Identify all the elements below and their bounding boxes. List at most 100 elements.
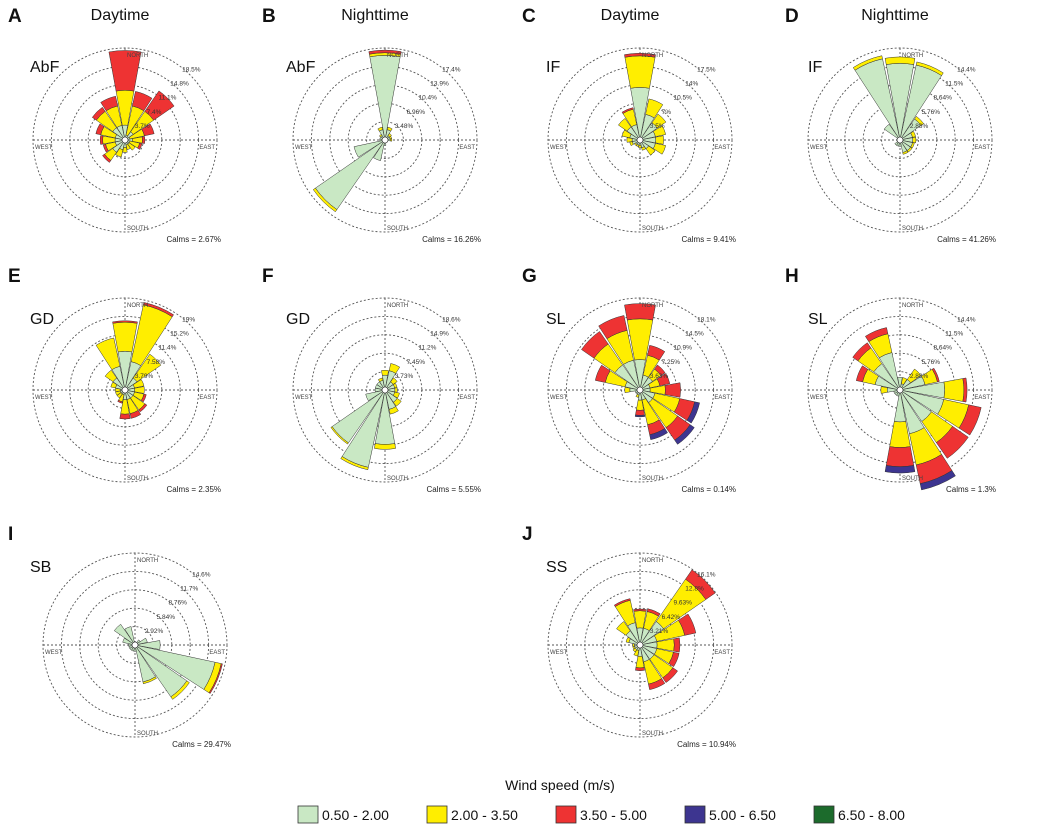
ring-label: 7% [662, 109, 672, 116]
column-header-1: Daytime [91, 7, 150, 24]
column-header-2: Nighttime [341, 7, 409, 24]
site-label: IF [808, 59, 822, 76]
petal-segment [141, 123, 155, 137]
petal-segment [910, 130, 916, 138]
petal-segment [852, 55, 883, 71]
legend-label: 5.00 - 6.50 [709, 807, 776, 823]
calm-center [121, 386, 129, 394]
ring-label: 6.96% [407, 109, 426, 116]
petal-segment [884, 56, 916, 65]
legend-swatch [813, 805, 835, 824]
petal-segment [113, 623, 136, 646]
legend-label: 0.50 - 2.00 [322, 807, 389, 823]
ring-label: 10.4% [418, 95, 437, 102]
panel-letter: G [522, 266, 537, 287]
petal-segment [134, 640, 161, 650]
petal-segment [374, 387, 386, 393]
north-label: NORTH [642, 53, 663, 59]
south-label: SOUTH [642, 226, 663, 232]
north-label: NORTH [387, 303, 408, 309]
petal-segment [394, 387, 398, 393]
panel-letter: F [262, 266, 274, 287]
ring-label: 3.7% [135, 123, 150, 130]
petal-segment [110, 381, 118, 389]
petal-segment [624, 53, 656, 58]
ring-label: 16.1% [697, 572, 716, 579]
petal-segment [95, 337, 121, 371]
petal-segment [648, 678, 666, 690]
east-label: EAST [714, 395, 730, 401]
petal-segment [686, 401, 700, 424]
petal-segment [91, 106, 106, 121]
ring-label: 14% [685, 81, 698, 88]
petal-segment [654, 364, 666, 376]
petal-segment [633, 608, 647, 612]
north-label: NORTH [387, 53, 408, 59]
petal-segment [129, 409, 142, 419]
petal-segment [883, 123, 901, 141]
petal-segment [943, 378, 965, 402]
panel-letter: E [8, 266, 21, 287]
ring-label: 11.4% [158, 345, 176, 352]
ring-label: 14.8% [170, 81, 189, 88]
legend-label: 3.50 - 5.00 [580, 807, 647, 823]
site-label: SS [546, 559, 567, 576]
petal-segment [388, 406, 399, 415]
petal-segment [143, 302, 174, 318]
petal-segment [635, 393, 640, 398]
petal-segment [618, 118, 632, 132]
petal-segment [594, 364, 611, 383]
south-label: SOUTH [902, 226, 923, 232]
ring-label: 7.58% [147, 359, 166, 366]
ring-label: 8.64% [933, 345, 952, 352]
petal-segment [392, 382, 398, 389]
ring-label: 19% [182, 317, 195, 324]
legend-item: 3.50 - 5.00 [555, 805, 647, 824]
petal-segment [673, 637, 681, 653]
legend: Wind speed (m/s) 0.50 - 2.00 2.00 - 3.50 3… [297, 777, 905, 824]
ring-label: 6.42% [662, 614, 681, 621]
north-label: NORTH [127, 303, 148, 309]
ring-label: 5.76% [922, 109, 941, 116]
petal-segment [678, 613, 697, 636]
ring-label: 2.92% [145, 628, 164, 635]
petal-segment [616, 621, 631, 636]
petal-segment [374, 443, 396, 450]
petal-segment [315, 139, 386, 210]
petal-segment [649, 428, 668, 440]
ring-label: 7.4% [147, 109, 162, 116]
petal-segment [889, 421, 911, 448]
site-label: GD [286, 311, 310, 328]
petal-segment [624, 303, 656, 321]
petal-segment [641, 146, 647, 151]
west-label: WEST [295, 395, 313, 401]
petal-segment [132, 91, 153, 112]
petal-segment [664, 382, 681, 398]
ring-label: 2.88% [910, 123, 929, 130]
petal-segment [115, 390, 122, 396]
ring-label: 3.79% [135, 373, 154, 380]
site-label: SB [30, 559, 51, 576]
legend-item: 0.50 - 2.00 [297, 805, 389, 824]
panel-letter: B [262, 6, 276, 27]
petals [95, 302, 174, 420]
calms-label: Calms = 0.14% [682, 485, 736, 494]
petal-segment [381, 369, 389, 376]
legend-swatch [684, 805, 706, 824]
petal-segment [102, 153, 112, 163]
petal-segment [902, 150, 909, 155]
petal-segment [137, 142, 143, 150]
petal-segment [377, 126, 384, 132]
west-label: WEST [45, 650, 63, 656]
petal-segment [365, 389, 386, 402]
petal-segment [312, 187, 338, 213]
petal-segment [910, 142, 915, 149]
petal-segment [901, 377, 908, 385]
calm-center [896, 136, 904, 144]
petal-segment [142, 676, 157, 685]
petal-segment [108, 50, 142, 92]
calms-label: Calms = 9.41% [682, 235, 736, 244]
north-label: NORTH [902, 303, 923, 309]
petal-segment [635, 409, 645, 416]
ring-label: 11.1% [158, 95, 176, 102]
